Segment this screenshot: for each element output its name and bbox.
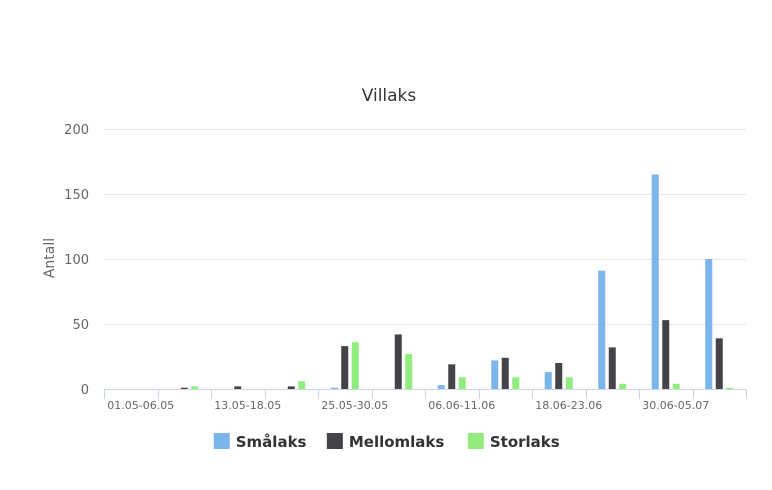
y-tick-label: 50 [72, 318, 89, 333]
bar-mellomlaks-8[interactable] [555, 363, 563, 389]
legend-item-smålaks[interactable]: Smålaks [213, 433, 307, 451]
bar-storlaks-3[interactable] [298, 381, 306, 389]
bar-mellomlaks-9[interactable] [608, 347, 616, 389]
y-tick-label: 150 [64, 188, 89, 203]
chart-title: Villaks [362, 86, 417, 106]
bar-storlaks-8[interactable] [565, 377, 573, 389]
y-tick-label: 0 [81, 383, 89, 398]
bar-smålaks-9[interactable] [598, 270, 606, 389]
bar-storlaks-10[interactable] [672, 383, 680, 389]
x-tick-label: 01.05-06.05 [107, 399, 174, 412]
bar-mellomlaks-6[interactable] [448, 364, 456, 389]
y-tick-label: 100 [64, 253, 89, 268]
y-axis-ticks: 0 50 100 150 200 [64, 123, 89, 398]
x-axis: 01.05-06.05 13.05-18.05 25.05-30.05 06.06-1… [104, 389, 747, 412]
legend-swatch [213, 433, 230, 449]
legend-label: Smålaks [236, 433, 307, 451]
legend-item-storlaks[interactable]: Storlaks [467, 433, 560, 451]
bar-mellomlaks-10[interactable] [662, 320, 670, 389]
bar-storlaks-4[interactable] [351, 342, 359, 389]
bar-storlaks-6[interactable] [458, 377, 466, 389]
legend: Smålaks Mellomlaks Storlaks [213, 433, 560, 451]
bar-mellomlaks-2[interactable] [234, 386, 242, 389]
x-tick-label: 13.05-18.05 [214, 399, 281, 412]
bar-smålaks-10[interactable] [651, 174, 659, 390]
x-tick-label: 06.06-11.06 [428, 399, 495, 412]
bar-series [180, 174, 734, 390]
bar-mellomlaks-3[interactable] [287, 386, 295, 389]
bar-smålaks-11[interactable] [705, 259, 713, 389]
bar-mellomlaks-4[interactable] [341, 346, 349, 389]
bar-smålaks-8[interactable] [544, 372, 552, 389]
bar-smålaks-6[interactable] [437, 385, 445, 389]
bar-storlaks-11[interactable] [726, 387, 734, 389]
bar-storlaks-7[interactable] [512, 377, 520, 389]
legend-swatch [467, 433, 484, 449]
bar-mellomlaks-1[interactable] [180, 387, 188, 389]
legend-label: Mellomlaks [349, 433, 445, 451]
bar-smålaks-7[interactable] [491, 360, 499, 389]
legend-item-mellomlaks[interactable]: Mellomlaks [326, 433, 445, 451]
bar-mellomlaks-7[interactable] [501, 357, 509, 389]
x-tick-label: 25.05-30.05 [321, 399, 388, 412]
bar-mellomlaks-5[interactable] [394, 334, 402, 389]
x-tick-label: 18.06-23.06 [535, 399, 602, 412]
x-tick-label: 30.06-05.07 [642, 399, 709, 412]
y-tick-label: 200 [64, 123, 89, 138]
bar-smålaks-4[interactable] [330, 387, 338, 389]
bar-storlaks-1[interactable] [191, 386, 199, 389]
bar-storlaks-9[interactable] [619, 383, 627, 389]
y-axis-label: Antall [42, 238, 58, 278]
gridlines [104, 129, 746, 325]
legend-swatch [326, 433, 343, 449]
bar-storlaks-5[interactable] [405, 353, 413, 389]
legend-label: Storlaks [490, 433, 560, 451]
bar-mellomlaks-11[interactable] [715, 338, 723, 389]
